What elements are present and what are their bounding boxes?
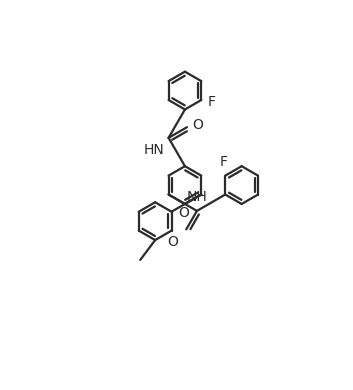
Text: O: O: [192, 118, 203, 132]
Text: O: O: [167, 235, 178, 249]
Text: HN: HN: [144, 143, 165, 157]
Text: F: F: [219, 155, 227, 169]
Text: F: F: [207, 95, 215, 109]
Text: NH: NH: [187, 190, 208, 204]
Text: O: O: [179, 206, 190, 220]
